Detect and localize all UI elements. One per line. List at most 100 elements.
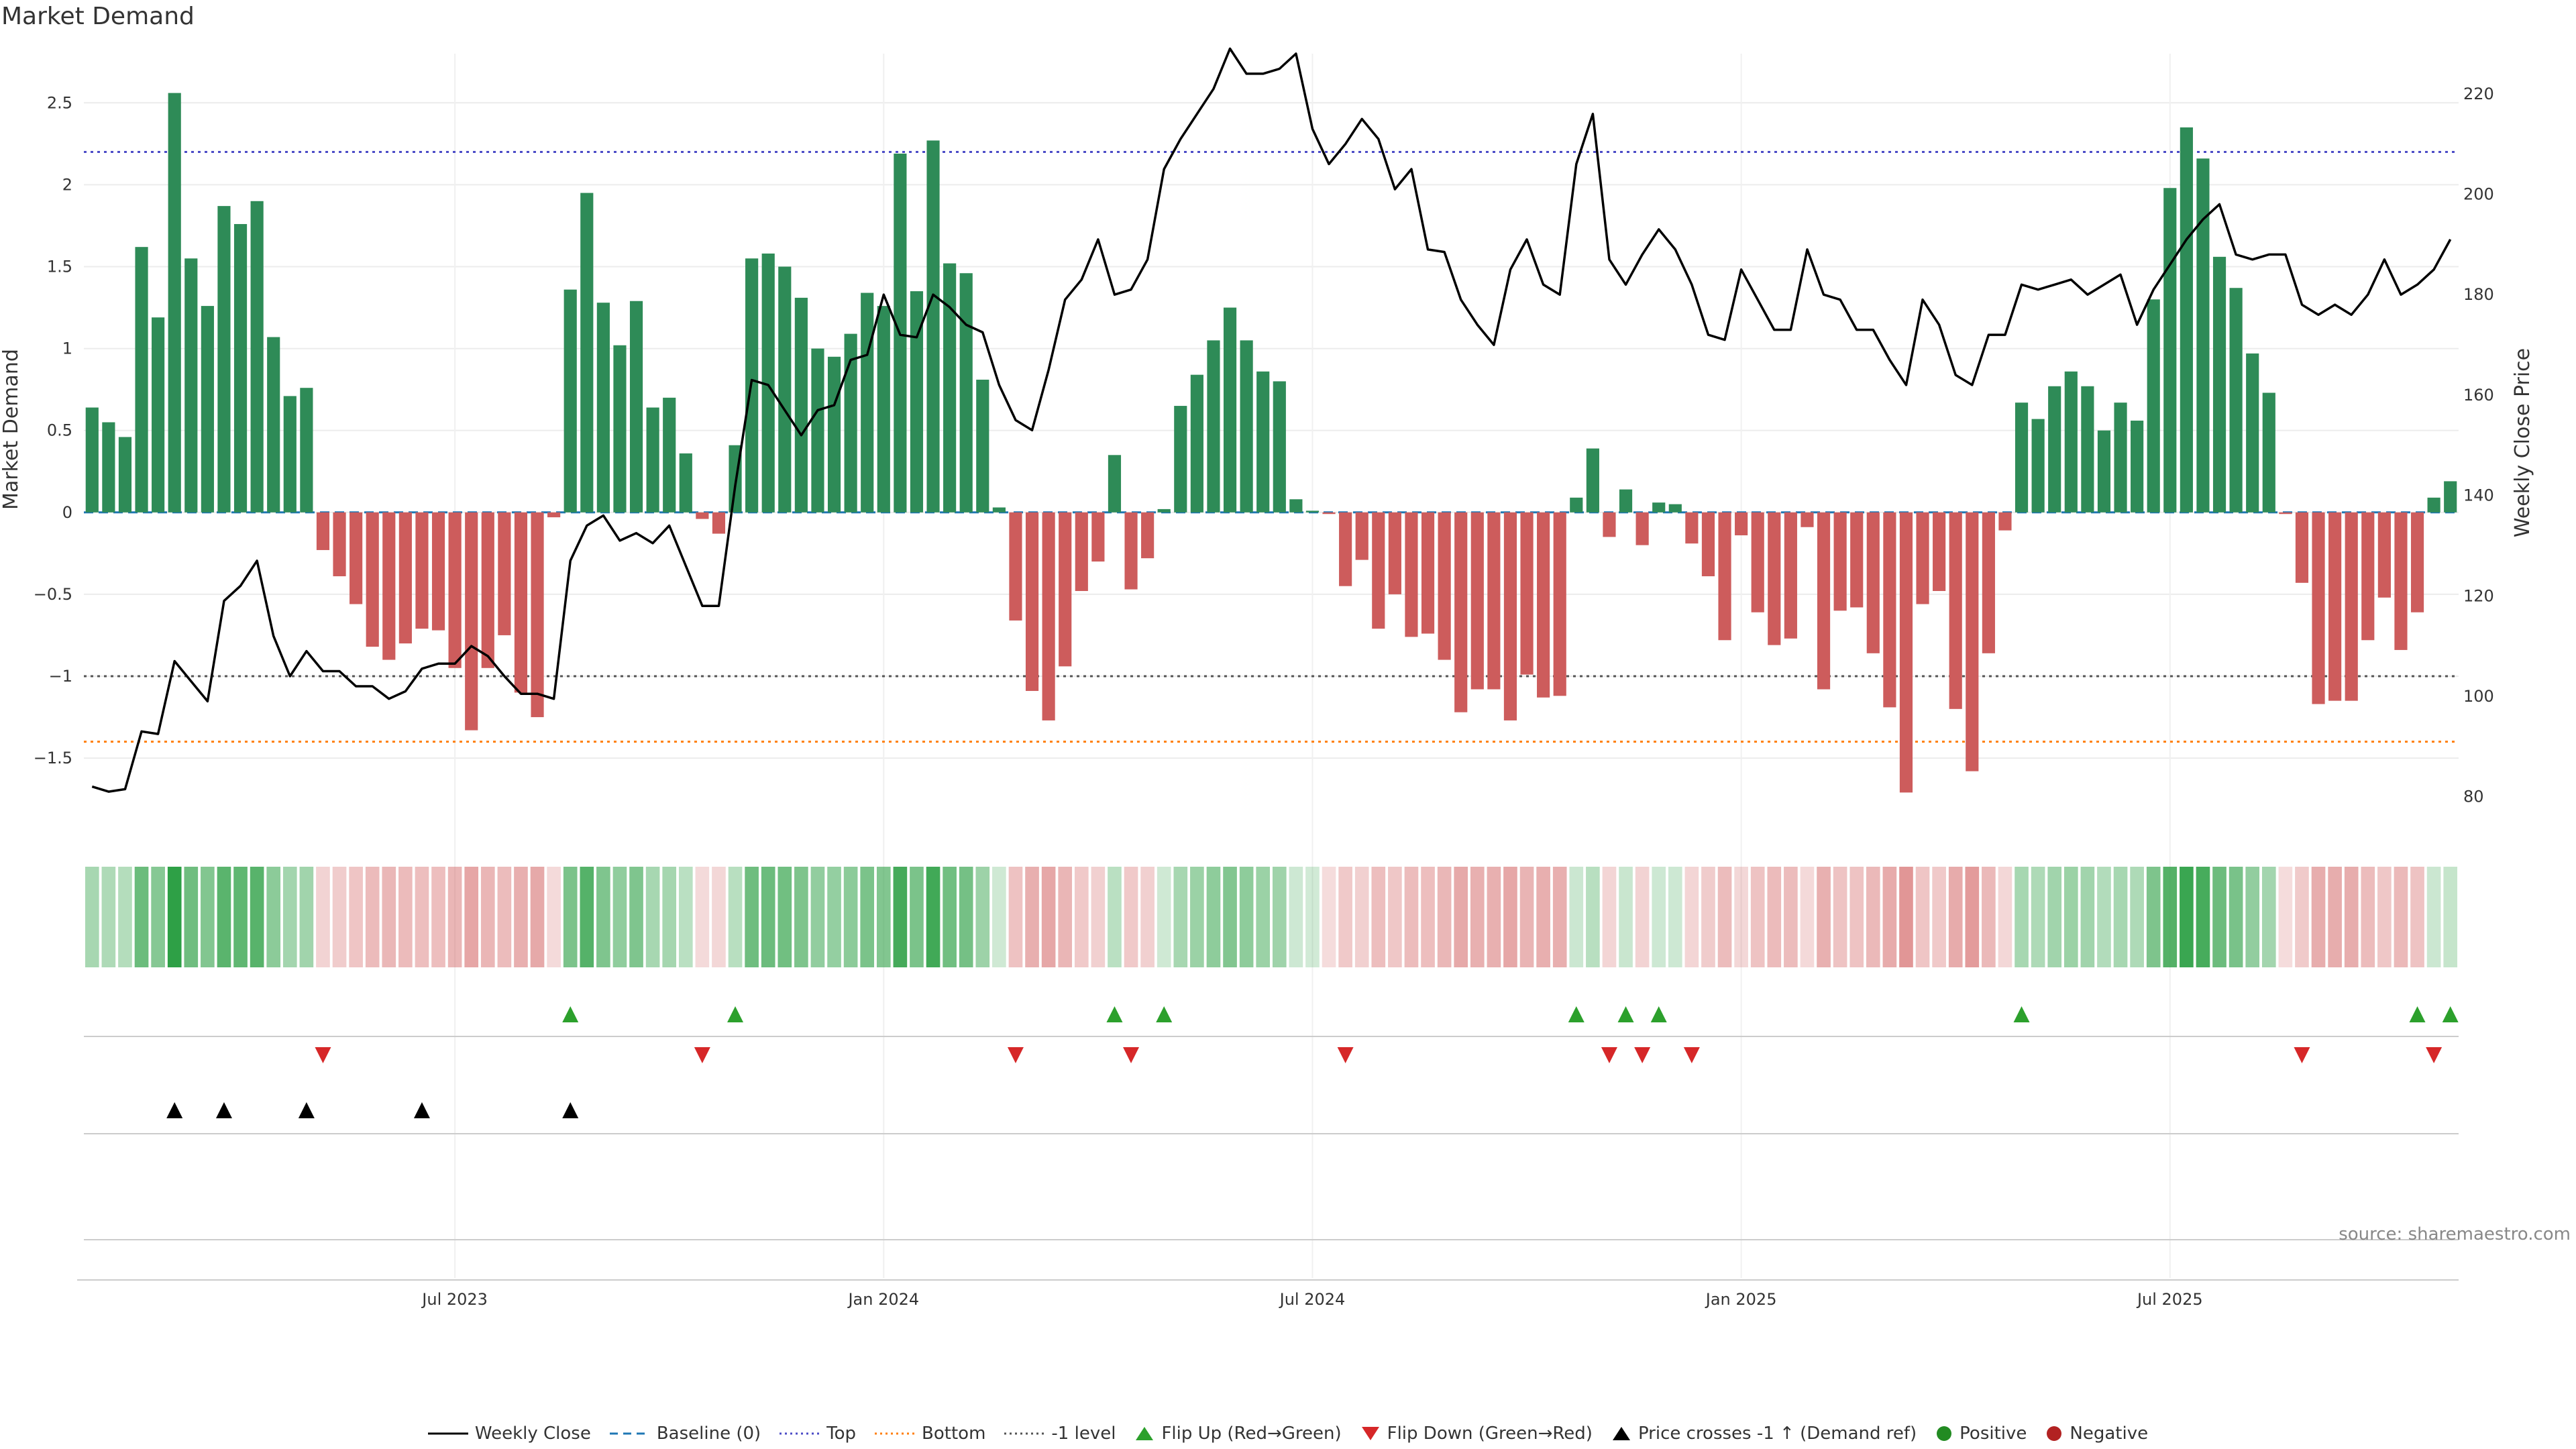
demand-bar-negative <box>2295 512 2309 583</box>
x-tick: Jul 2024 <box>1279 1290 1346 1309</box>
demand-bar-negative <box>1124 512 1138 590</box>
legend-top: Top <box>780 1424 856 1444</box>
heat-cell <box>1487 867 1501 967</box>
flip-up-marker <box>2442 1006 2459 1022</box>
heat-cell <box>1899 867 1913 967</box>
demand-bar-negative <box>712 512 726 534</box>
heat-cell <box>1784 867 1798 967</box>
heat-cell <box>876 867 891 967</box>
legend-label: Bottom <box>922 1424 986 1444</box>
left-tick: 2.5 <box>47 93 72 112</box>
flip-up-marker <box>727 1006 744 1022</box>
heat-cell <box>1833 867 1847 967</box>
demand-bar-positive <box>844 333 857 513</box>
demand-bar-positive <box>2015 402 2029 513</box>
heat-cell <box>1140 867 1155 967</box>
level-lines <box>84 151 2459 743</box>
demand-bar-negative <box>1850 512 1864 608</box>
heat-cell <box>480 867 495 967</box>
heat-cell <box>2063 867 2078 967</box>
heat-cell <box>1882 867 1897 967</box>
demand-bar-positive <box>663 397 676 513</box>
flip-up-marker <box>1617 1006 1634 1022</box>
demand-bar-negative <box>1405 512 1418 637</box>
heat-cell <box>2212 867 2226 967</box>
heat-cell <box>1569 867 1584 967</box>
demand-bar-negative <box>350 512 363 604</box>
heat-cell <box>2394 867 2408 967</box>
legend-label: Baseline (0) <box>656 1424 761 1444</box>
demand-bar-positive <box>184 258 198 513</box>
heat-cell <box>910 867 924 967</box>
legend-positive: Positive <box>1935 1424 2027 1444</box>
demand-bar-negative <box>498 512 511 635</box>
demand-bar-negative <box>1635 512 1649 545</box>
demand-bar-negative <box>1883 512 1896 708</box>
demand-bar-positive <box>1305 511 1320 513</box>
flip-down-marker <box>2294 1047 2310 1063</box>
demand-bar-negative <box>1339 512 1352 586</box>
heat-cell <box>415 867 429 967</box>
heat-cell <box>629 867 643 967</box>
price-cross-marker <box>562 1102 579 1118</box>
heat-cell <box>332 867 347 967</box>
demand-bar-positive <box>2131 421 2144 513</box>
heat-cell <box>596 867 610 967</box>
heat-cell <box>2097 867 2111 967</box>
demand-bar-negative <box>415 512 429 629</box>
heat-cell <box>1421 867 1435 967</box>
demand-bar-positive <box>1289 499 1303 513</box>
heat-cell <box>1190 867 1204 967</box>
demand-bar-positive <box>2196 158 2210 513</box>
legend-bottom: Bottom <box>875 1424 985 1444</box>
heat-cell <box>2361 867 2375 967</box>
heat-cell <box>1256 867 1271 967</box>
demand-bar-positive <box>135 247 148 513</box>
heat-cell <box>959 867 973 967</box>
heat-cell <box>2426 867 2441 967</box>
demand-bar-positive <box>613 345 627 513</box>
demand-bar-positive <box>1256 371 1270 513</box>
heat-cell <box>1454 867 1468 967</box>
heat-cell <box>1157 867 1171 967</box>
demand-bar-positive <box>1240 340 1253 513</box>
heat-cell <box>1635 867 1650 967</box>
heat-cell <box>2080 867 2095 967</box>
heat-cell <box>1750 867 1765 967</box>
left-tick: 0 <box>62 503 72 522</box>
heat-cell <box>85 867 99 967</box>
demand-bar-positive <box>2262 392 2275 513</box>
demand-bar-positive <box>168 93 181 513</box>
demand-bar-positive <box>2147 299 2160 513</box>
heat-cell <box>1041 867 1056 967</box>
heat-cell <box>2344 867 2359 967</box>
demand-bar-negative <box>1059 512 1072 667</box>
demand-bar-negative <box>1075 512 1088 592</box>
heat-cell <box>1619 867 1633 967</box>
demand-bar-positive <box>596 303 610 513</box>
heat-cell <box>992 867 1006 967</box>
demand-bar-negative <box>1833 512 1847 611</box>
demand-bar-positive <box>2163 188 2177 513</box>
demand-bar-negative <box>1751 512 1764 612</box>
demand-bar-positive <box>646 407 659 513</box>
heat-cell <box>827 867 841 967</box>
demand-bar-positive <box>2229 288 2243 513</box>
demand-bar-positive <box>300 388 313 513</box>
demand-bar-positive <box>761 253 775 513</box>
x-tick: Jul 2025 <box>2136 1290 2203 1309</box>
heat-cell <box>810 867 825 967</box>
heat-cell <box>118 867 132 967</box>
heat-cell <box>943 867 957 967</box>
demand-bar-negative <box>531 512 544 718</box>
legend-negative: Negative <box>2045 1424 2148 1444</box>
heat-cell <box>1124 867 1138 967</box>
demand-bar-positive <box>976 379 989 513</box>
demand-bar-negative <box>481 512 494 668</box>
heat-cell <box>2163 867 2178 967</box>
demand-bar-negative <box>547 512 561 518</box>
demand-bar-positive <box>1570 497 1583 513</box>
demand-bar-positive <box>1652 502 1666 513</box>
demand-bar-positive <box>1190 374 1203 513</box>
legend-flip-up: Flip Up (Red→Green) <box>1134 1424 1342 1444</box>
